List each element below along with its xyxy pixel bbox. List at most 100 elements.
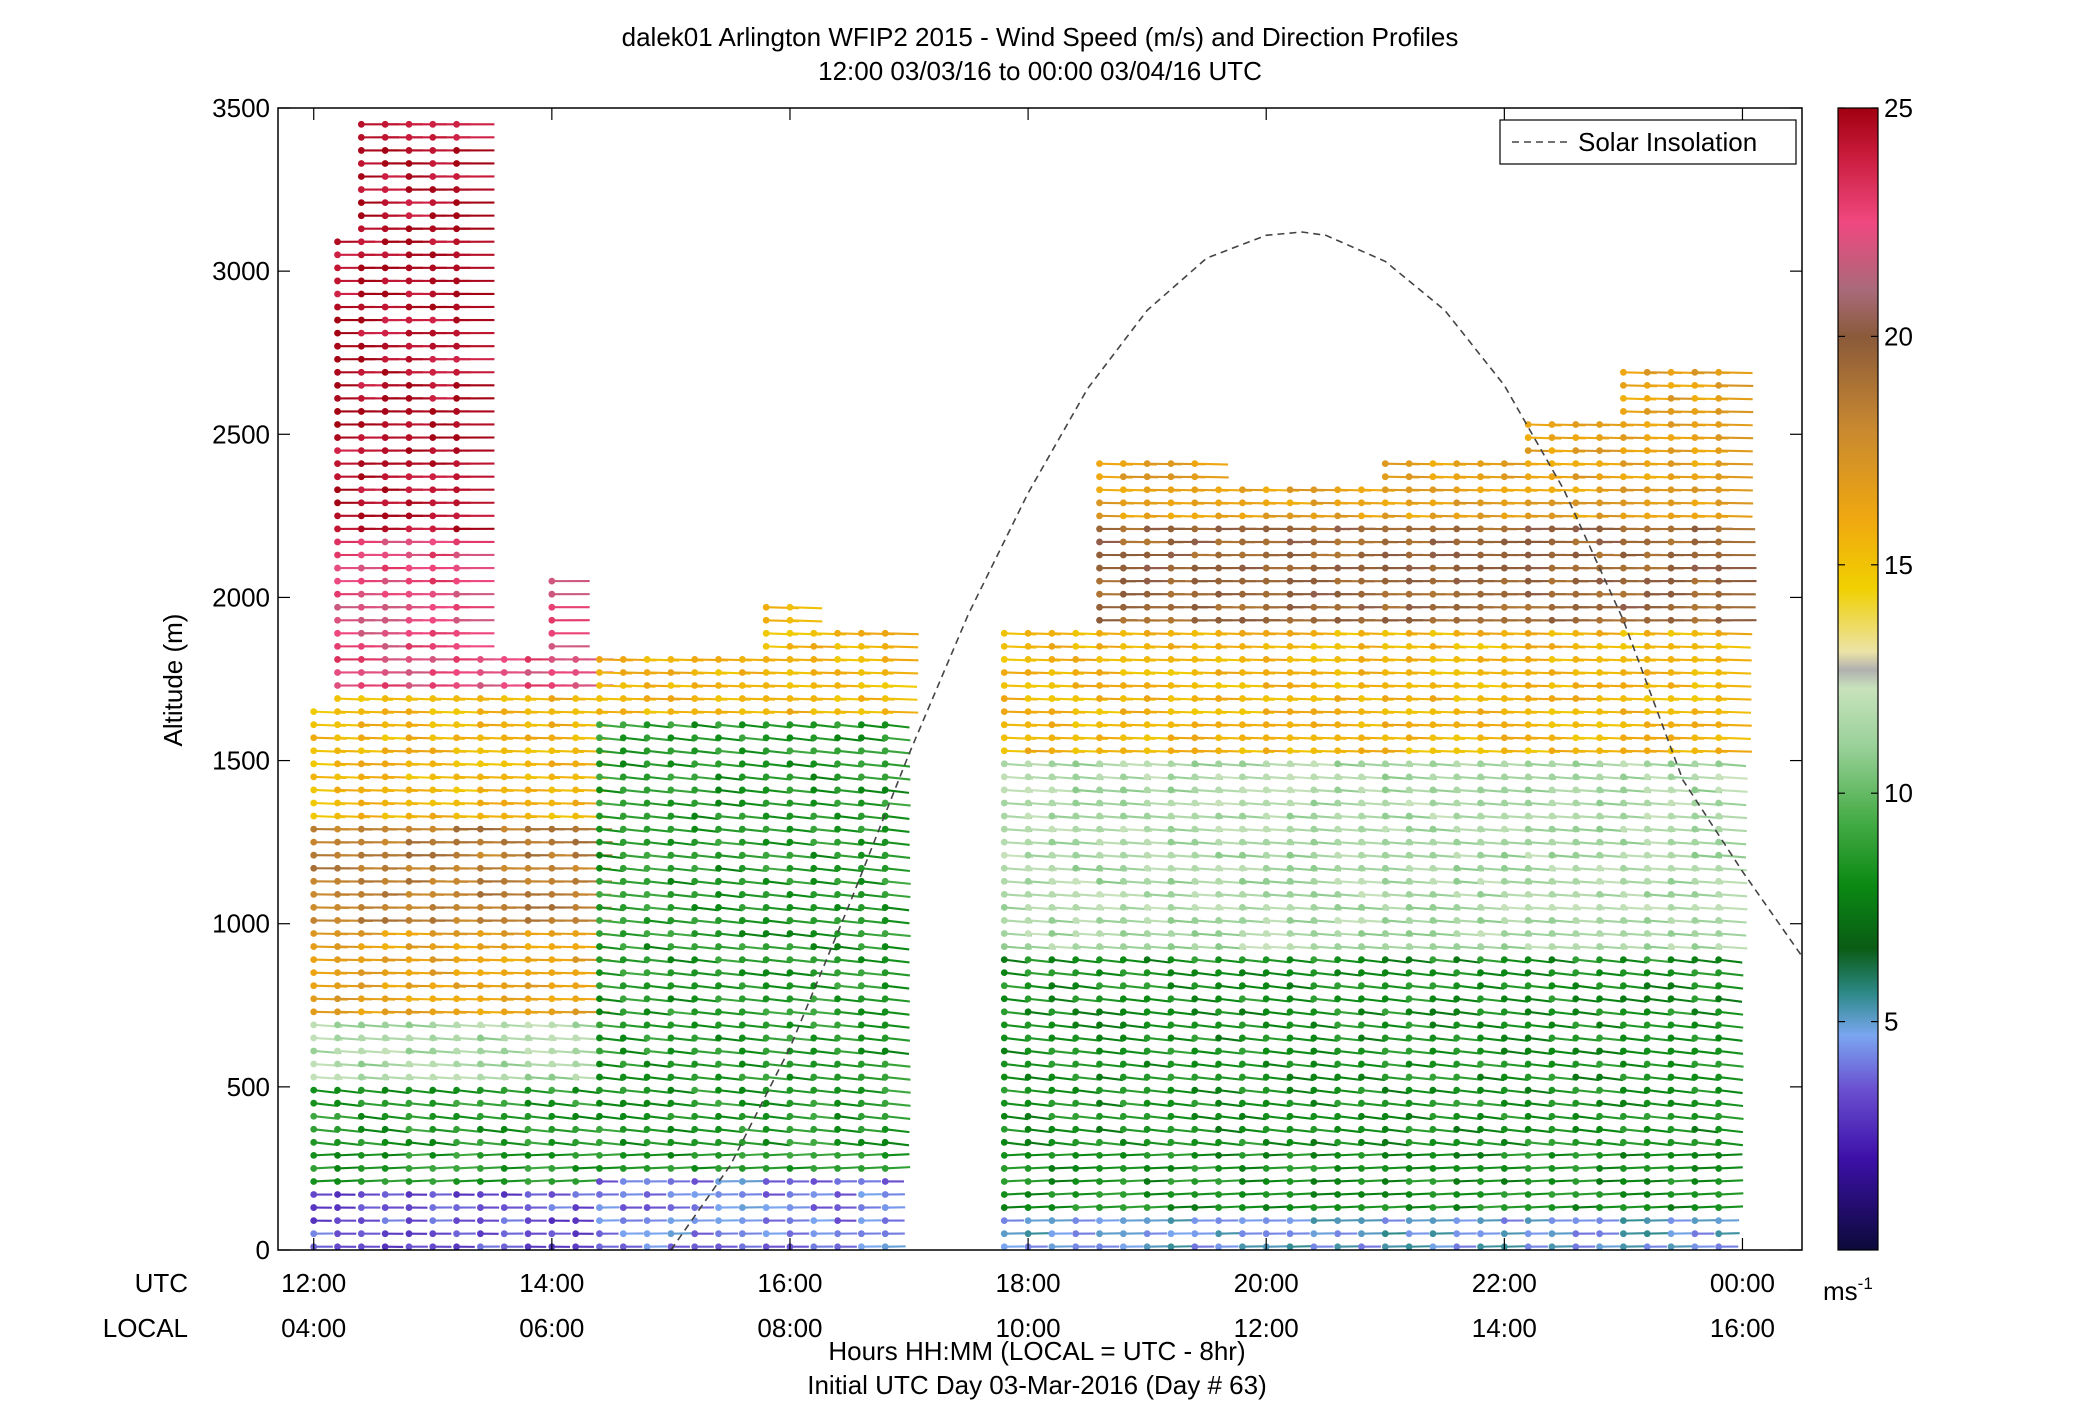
wind-barb-point — [334, 355, 341, 363]
wind-barb-point — [1143, 812, 1151, 820]
wind-barb-point — [858, 1034, 865, 1042]
wind-barb-shaft — [861, 945, 887, 951]
wind-barb-point — [1191, 747, 1199, 755]
wind-barb-point — [1119, 616, 1127, 624]
wind-barb-point — [667, 877, 675, 885]
wind-barb-point — [1119, 656, 1127, 663]
wind-barb-shaft — [1051, 984, 1076, 990]
wind-barb-point — [1000, 1008, 1008, 1016]
wind-barb-shaft — [670, 1128, 695, 1134]
wind-barb-point — [429, 590, 437, 598]
wind-barb-point — [1072, 956, 1080, 964]
wind-barb-point — [1239, 1151, 1246, 1159]
wind-barb-point — [310, 969, 318, 977]
wind-barb-point — [1334, 1008, 1342, 1016]
wind-barb-point — [1239, 930, 1246, 937]
wind-barb-point — [1191, 656, 1199, 663]
wind-barb-point — [1429, 525, 1437, 533]
wind-barb-point — [810, 1178, 818, 1185]
wind-barb-shaft — [1004, 1010, 1030, 1016]
wind-barb-point — [334, 956, 341, 964]
wind-barb-point — [667, 1125, 675, 1133]
wind-barb-point — [357, 133, 365, 141]
wind-barb-point — [1334, 512, 1342, 520]
wind-barb-point — [310, 982, 318, 990]
wind-barb-point — [1000, 877, 1008, 885]
wind-barb-point — [500, 721, 508, 729]
wind-barb-point — [1072, 1217, 1080, 1225]
wind-barb-point — [881, 1073, 889, 1081]
wind-barb-shaft — [623, 1089, 649, 1094]
wind-barb-point — [381, 1125, 389, 1133]
wind-barb-point — [1358, 708, 1365, 716]
wind-barb-shaft — [337, 1128, 363, 1134]
wind-barb-point — [1286, 538, 1294, 546]
wind-barb-point — [405, 629, 413, 637]
wind-barb-shaft — [742, 841, 768, 846]
wind-barb-shaft — [456, 1115, 481, 1121]
wind-barb-point — [381, 303, 389, 311]
wind-barb-point — [1119, 564, 1127, 572]
wind-barb-point — [762, 708, 770, 716]
wind-barb-point — [405, 603, 413, 611]
wind-barb-shaft — [694, 775, 721, 781]
wind-barb-point — [357, 864, 365, 872]
wind-barb-point — [1072, 1230, 1080, 1238]
wind-barb-point — [1167, 851, 1175, 859]
wind-barb-point — [1286, 1204, 1294, 1211]
wind-barb-point — [1096, 642, 1103, 650]
wind-barb-point — [834, 747, 841, 755]
wind-barb-point — [334, 864, 341, 872]
wind-barb-point — [1024, 721, 1032, 729]
wind-barb-point — [477, 1099, 484, 1107]
wind-barb-shaft — [861, 1010, 886, 1016]
wind-barb-point — [667, 982, 675, 990]
wind-barb-point — [572, 734, 580, 742]
wind-barb-shaft — [646, 1049, 673, 1055]
wind-barb-shaft — [670, 997, 695, 1003]
wind-barb-shaft — [813, 854, 838, 860]
wind-barb-point — [810, 1112, 818, 1120]
wind-barb-point — [1048, 669, 1056, 676]
wind-barb-point — [619, 1047, 627, 1055]
wind-barb-point — [786, 708, 794, 716]
wind-barb-point — [1119, 1204, 1127, 1211]
wind-barb-point — [738, 799, 746, 807]
wind-barb-point — [834, 995, 841, 1003]
wind-barb-shaft — [1051, 997, 1076, 1003]
wind-barb-point — [1429, 956, 1437, 964]
wind-barb-point — [357, 551, 365, 559]
wind-barb-shaft — [718, 788, 743, 794]
wind-barb-point — [524, 1008, 532, 1016]
wind-barb-point — [1381, 904, 1389, 911]
wind-barb-point — [500, 851, 508, 859]
wind-barb-point — [524, 1112, 532, 1120]
wind-barb-shaft — [1170, 1192, 1196, 1196]
wind-barb-shaft — [670, 984, 696, 990]
wind-barb-point — [453, 851, 460, 859]
wind-barb-point — [1405, 1047, 1413, 1055]
wind-barb-point — [357, 930, 365, 937]
wind-barb-point — [1215, 1021, 1222, 1029]
wind-barb-point — [1262, 799, 1270, 807]
wind-barb-shaft — [1051, 1036, 1077, 1042]
wind-barb-point — [667, 1021, 675, 1029]
wind-barb-point — [858, 1047, 865, 1055]
wind-barb-point — [1072, 1138, 1080, 1146]
wind-barb-point — [834, 1204, 841, 1211]
wind-barb-point — [1405, 1008, 1413, 1016]
wind-barb-point — [310, 877, 318, 885]
wind-barb-point — [381, 734, 389, 742]
wind-barb-point — [1381, 982, 1389, 990]
wind-barb-point — [858, 1138, 865, 1146]
wind-barb-point — [310, 760, 318, 768]
wind-barb-point — [1286, 1008, 1294, 1016]
wind-barb-point — [1429, 786, 1437, 794]
wind-barb-point — [381, 904, 389, 911]
wind-barb-shaft — [885, 1049, 910, 1055]
wind-barb-point — [453, 760, 460, 768]
wind-barb-point — [1262, 930, 1270, 937]
wind-barb-point — [1119, 1086, 1127, 1094]
wind-barb-point — [1072, 734, 1080, 742]
wind-barb-point — [1262, 969, 1270, 977]
